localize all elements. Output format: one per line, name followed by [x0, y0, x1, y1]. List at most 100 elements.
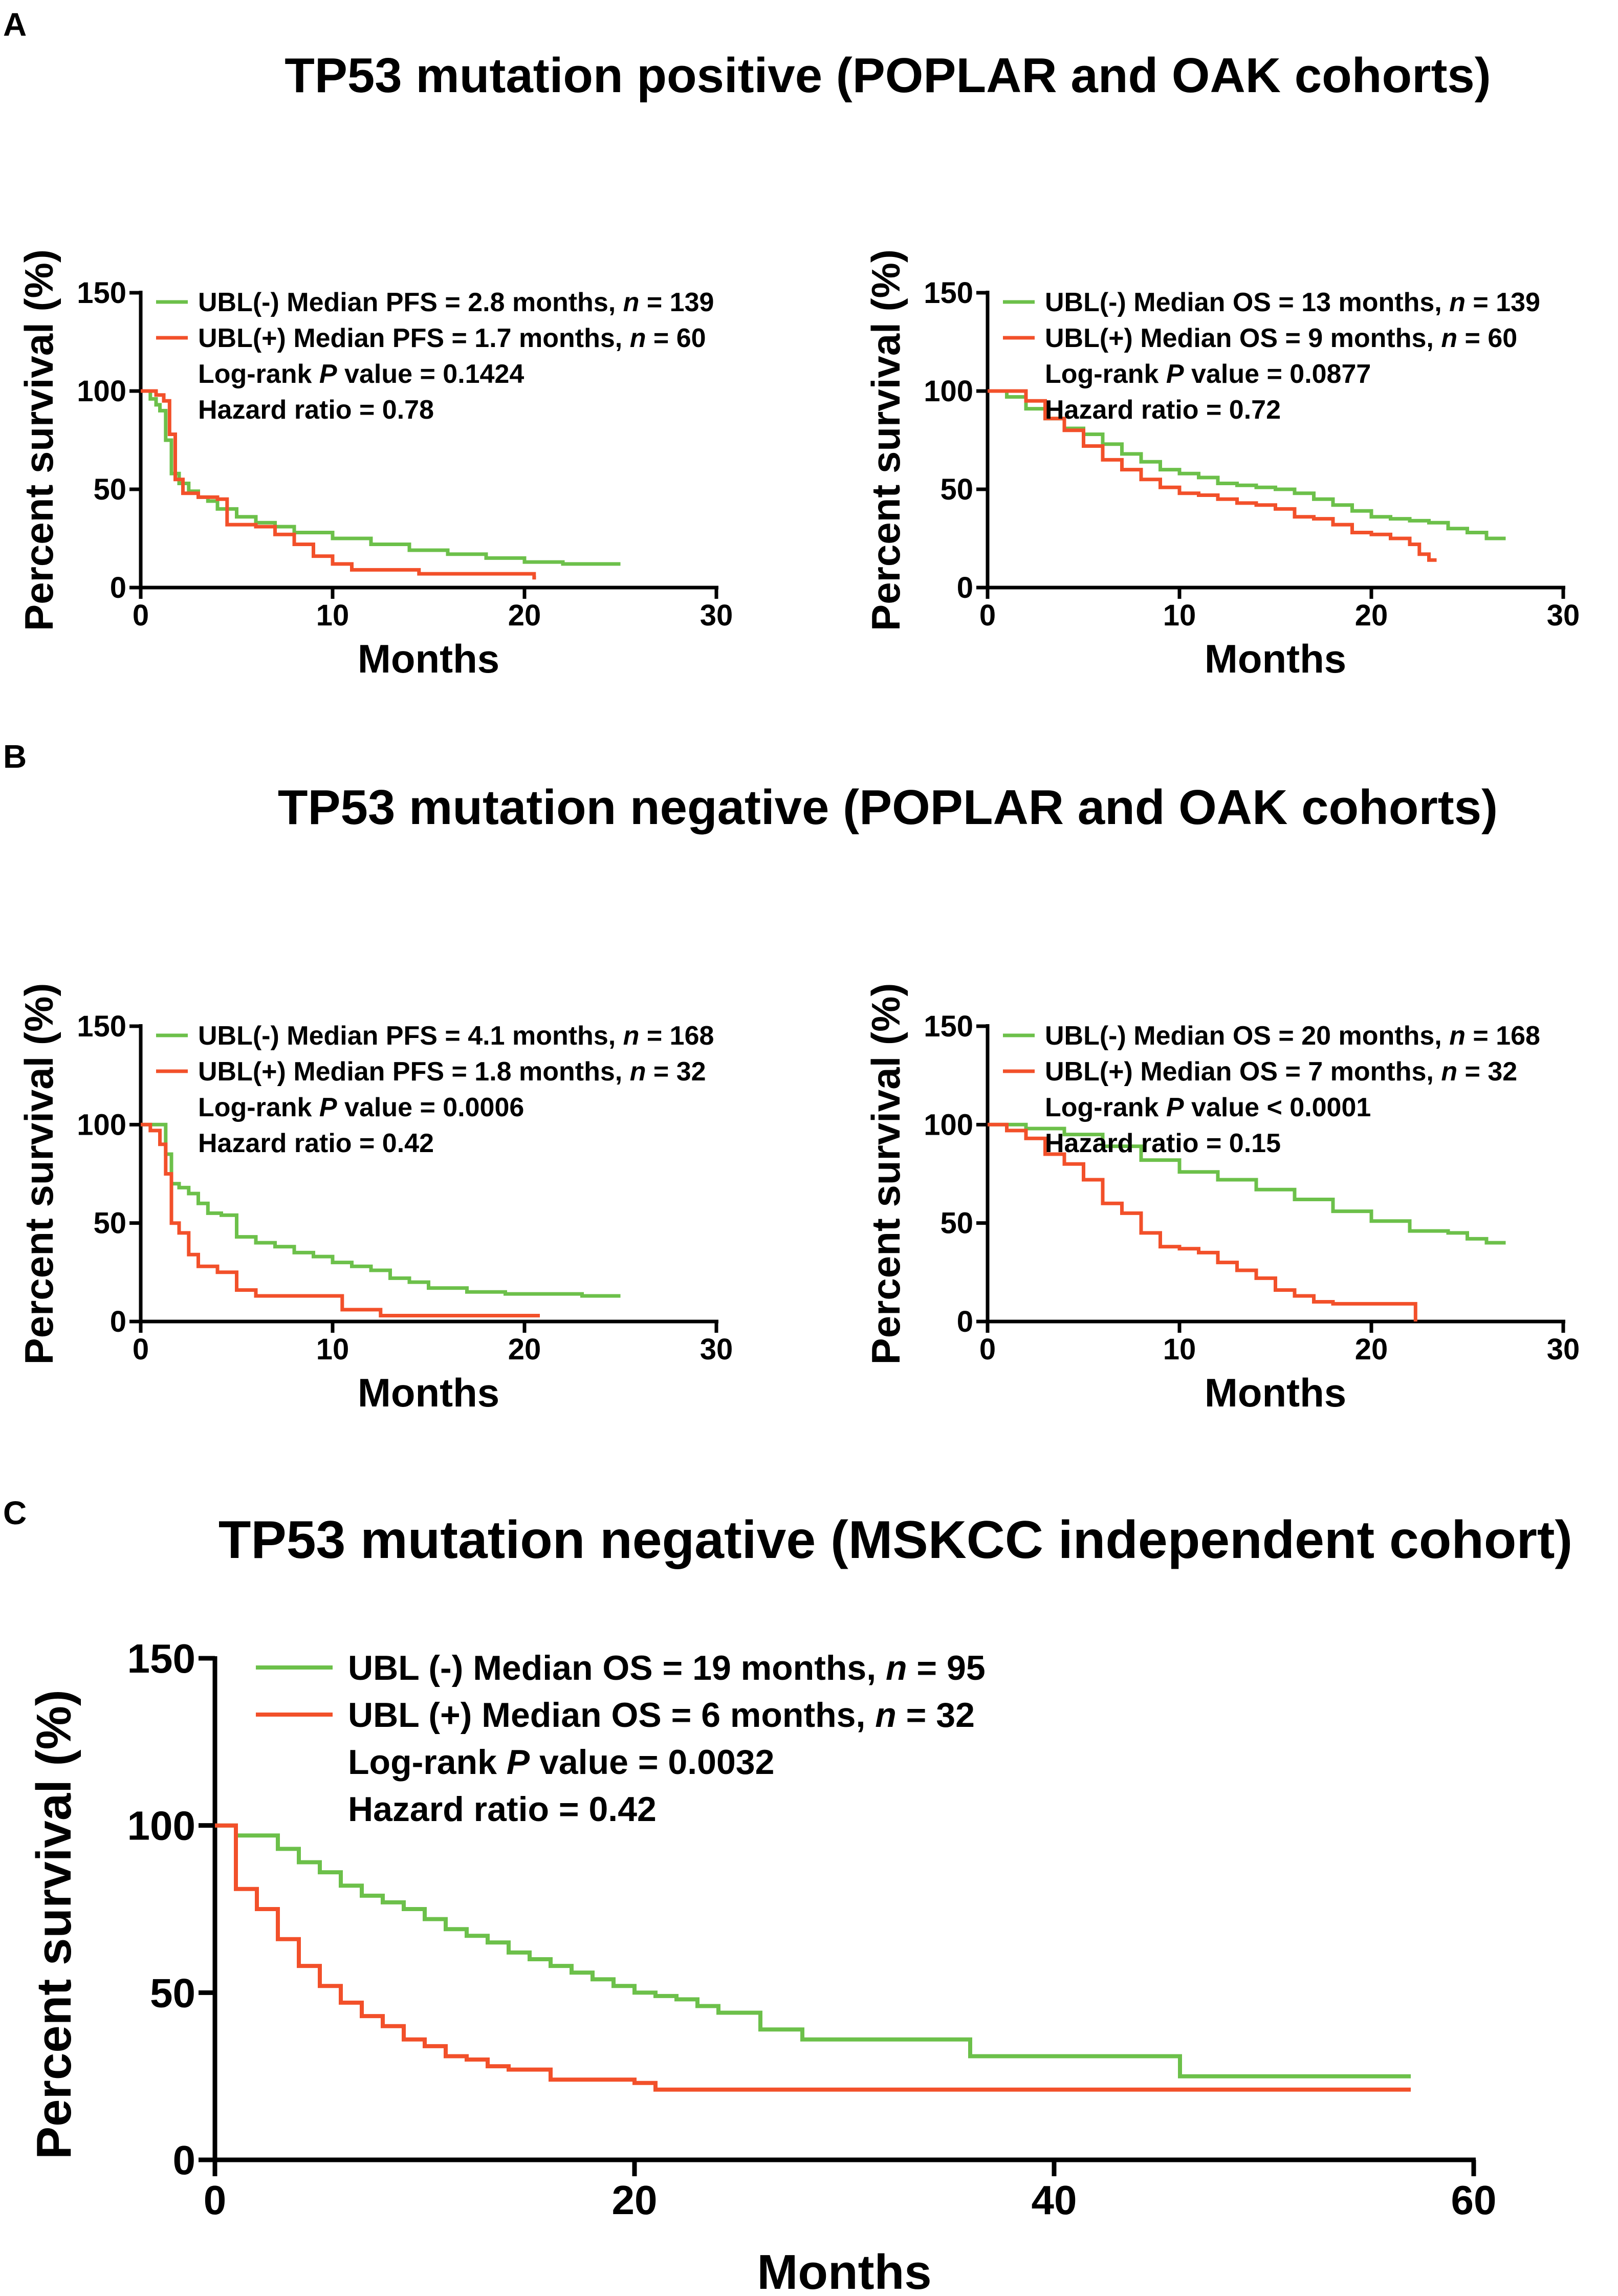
hazard-ratio: Hazard ratio = 0.15: [1045, 1129, 1281, 1158]
y-tick-label: 150: [77, 276, 126, 310]
p-value-text: value < 0.0001: [1184, 1093, 1371, 1122]
legend-n-symbol: n: [1449, 1021, 1466, 1051]
x-tick-label: 20: [508, 599, 541, 632]
y-tick-label: 100: [77, 375, 126, 408]
y-tick-label: 150: [924, 276, 973, 310]
legend-n-symbol: n: [1441, 323, 1457, 353]
legend-text: UBL (-) Median OS = 19 months,: [348, 1649, 886, 1687]
p-symbol: P: [319, 1093, 337, 1122]
legend-entry: UBL(-) Median PFS = 4.1 months, n = 168: [198, 1021, 714, 1051]
x-tick-label: 20: [1355, 599, 1388, 632]
panel-a-title: TP53 mutation positive (POPLAR and OAK c…: [285, 48, 1491, 103]
x-tick-label: 10: [1163, 1333, 1196, 1366]
y-tick-label: 0: [173, 2137, 196, 2183]
legend-entry: UBL(+) Median OS = 7 months, n = 32: [1045, 1057, 1517, 1087]
hazard-ratio: Hazard ratio = 0.72: [1045, 395, 1281, 425]
series-line-ubl-negative: [988, 1122, 1506, 1245]
y-tick-label: 0: [957, 571, 973, 604]
panel-c-title: TP53 mutation negative (MSKCC independen…: [218, 1510, 1572, 1570]
legend-entry: UBL(-) Median OS = 13 months, n = 139: [1045, 288, 1540, 317]
y-tick-label: 100: [127, 1803, 195, 1849]
panel-letter-b: B: [3, 738, 27, 775]
series-line-ubl-positive: [141, 389, 536, 580]
y-tick-label: 0: [957, 1305, 973, 1338]
x-tick-label: 40: [1032, 2177, 1077, 2223]
y-tick-label: 50: [93, 1207, 126, 1240]
y-tick-label: 50: [940, 1207, 973, 1240]
legend-entry: UBL (-) Median OS = 19 months, n = 95: [348, 1649, 986, 1687]
legend-n-value: = 95: [907, 1649, 986, 1687]
log-rank-prefix: Log-rank: [348, 1743, 507, 1782]
legend-n-value: = 139: [639, 288, 714, 317]
y-axis-label: Percent survival (%): [27, 1689, 81, 2159]
legend-text: UBL (+) Median OS = 6 months,: [348, 1696, 875, 1735]
x-axis-label: Months: [1205, 636, 1346, 681]
p-symbol: P: [507, 1743, 530, 1782]
log-rank-p-value: Log-rank P value = 0.0006: [198, 1093, 524, 1122]
y-axis-label: Percent survival (%): [863, 983, 908, 1365]
x-tick-label: 0: [204, 2177, 227, 2223]
series-line-ubl-negative: [141, 1122, 621, 1298]
x-tick-label: 0: [133, 599, 149, 632]
series-line-ubl-negative: [141, 389, 621, 566]
chart-b-pfs: 0 50 100 150 0 10 20 30 Months Percent survival (…: [16, 983, 733, 1415]
p-symbol: P: [319, 359, 337, 389]
series-line-ubl-positive: [988, 1122, 1417, 1322]
x-axis-label: Months: [358, 636, 499, 681]
log-rank-p-value: Log-rank P value = 0.0877: [1045, 359, 1371, 389]
legend-text: UBL(-) Median OS = 13 months,: [1045, 288, 1449, 317]
x-tick-label: 30: [1547, 1333, 1580, 1366]
log-rank-prefix: Log-rank: [198, 359, 319, 389]
legend-n-value: = 60: [646, 323, 706, 353]
p-value-text: value = 0.1424: [337, 359, 524, 389]
legend-n-symbol: n: [630, 1057, 646, 1087]
legend-text: UBL(+) Median PFS = 1.8 months,: [198, 1057, 630, 1087]
legend-entry: UBL(+) Median PFS = 1.7 months, n = 60: [198, 323, 706, 353]
y-tick-label: 0: [110, 1305, 126, 1338]
x-tick-label: 30: [700, 1333, 733, 1366]
log-rank-prefix: Log-rank: [198, 1093, 319, 1122]
series-line-ubl-positive: [988, 389, 1437, 562]
p-symbol: P: [1166, 359, 1184, 389]
y-tick-label: 100: [924, 1108, 973, 1141]
legend-text: UBL(+) Median PFS = 1.7 months,: [198, 323, 630, 353]
y-tick-label: 50: [150, 1970, 195, 2016]
chart-a-os: 0 50 100 150 0 10 20 30 Months Percent survival (…: [863, 249, 1580, 681]
p-symbol: P: [1166, 1093, 1184, 1122]
legend-text: UBL(-) Median PFS = 2.8 months,: [198, 288, 623, 317]
x-tick-label: 30: [700, 599, 733, 632]
log-rank-prefix: Log-rank: [1045, 359, 1166, 389]
y-tick-label: 150: [127, 1636, 195, 1681]
x-axis-label: Months: [1205, 1370, 1346, 1415]
series-line-ubl-negative: [215, 1823, 1411, 2078]
x-tick-label: 30: [1547, 599, 1580, 632]
y-tick-label: 150: [924, 1010, 973, 1043]
legend-n-value: = 139: [1466, 288, 1540, 317]
legend-n-value: = 168: [639, 1021, 714, 1051]
x-tick-label: 10: [316, 1333, 349, 1366]
legend-entry: UBL(+) Median OS = 9 months, n = 60: [1045, 323, 1517, 353]
x-axis-label: Months: [757, 2245, 931, 2296]
hazard-ratio: Hazard ratio = 0.78: [198, 395, 434, 425]
legend-n-value: = 32: [1457, 1057, 1517, 1087]
legend-n-symbol: n: [623, 1021, 640, 1051]
legend-n-symbol: n: [886, 1649, 907, 1687]
chart-b-os: 0 50 100 150 0 10 20 30 Months Percent survival (…: [863, 983, 1580, 1415]
legend-n-symbol: n: [875, 1696, 897, 1735]
hazard-ratio: Hazard ratio = 0.42: [348, 1790, 657, 1829]
y-tick-label: 150: [77, 1010, 126, 1043]
legend-n-symbol: n: [623, 288, 640, 317]
x-tick-label: 0: [979, 1333, 996, 1366]
x-tick-label: 0: [979, 599, 996, 632]
series-line-ubl-negative: [988, 389, 1506, 540]
x-axis-label: Months: [358, 1370, 499, 1415]
x-tick-label: 20: [1355, 1333, 1388, 1366]
panel-letter-c: C: [3, 1494, 27, 1531]
y-axis-label: Percent survival (%): [16, 983, 61, 1365]
log-rank-p-value: Log-rank P value = 0.1424: [198, 359, 524, 389]
legend-n-symbol: n: [1449, 288, 1466, 317]
p-value-text: value = 0.0032: [530, 1743, 774, 1782]
legend-n-value: = 60: [1457, 323, 1517, 353]
log-rank-p-value: Log-rank P value = 0.0032: [348, 1743, 774, 1782]
legend-text: UBL(-) Median OS = 20 months,: [1045, 1021, 1449, 1051]
